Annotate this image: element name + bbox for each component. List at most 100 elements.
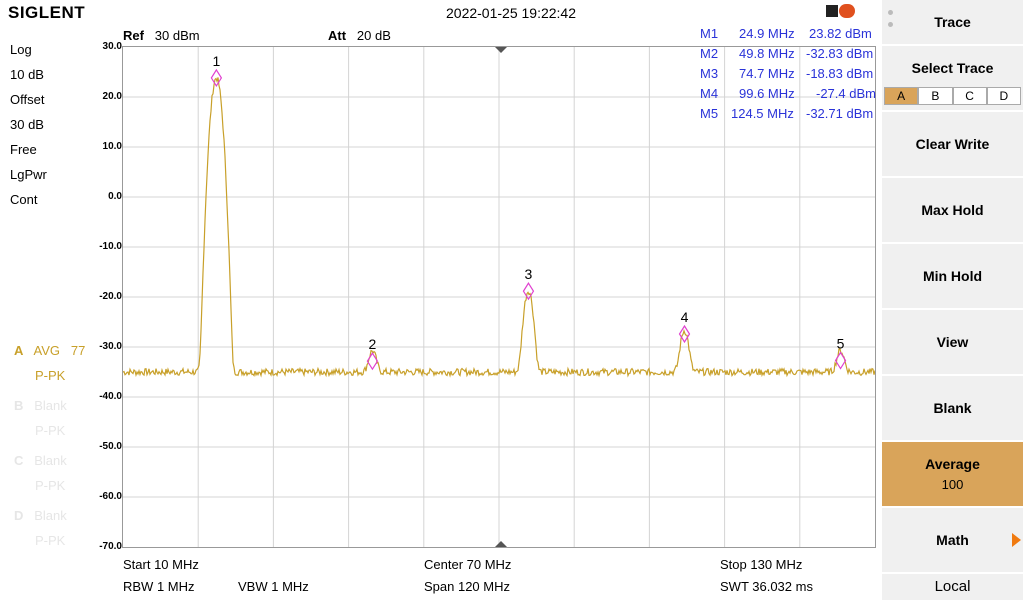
softkey-blank[interactable]: Blank [882,376,1023,442]
trace-a-id: A [14,343,24,358]
marker-row-m5[interactable]: M5 124.5 MHz -32.71 dBm [698,106,878,126]
marker-row-m3[interactable]: M3 74.7 MHz -18.83 dBm [698,66,878,86]
marker-diamond-icon[interactable] [210,68,223,88]
trace-b-mode: Blank [34,398,67,413]
trace-a-indicator: A AVG 77 [14,343,85,358]
softkey-label: Select Trace [911,60,994,76]
spectrum-display[interactable]: 1 2 3 4 5 [122,46,876,548]
marker-name: M3 [700,66,719,81]
y-tick-label: -10.0 [99,241,122,252]
softkey-max-hold[interactable]: Max Hold [882,178,1023,244]
softkey-trace-menu[interactable]: Trace [882,0,1023,46]
average-count: 100 [941,477,964,492]
softkey-clear-write[interactable]: Clear Write [882,112,1023,178]
center-freq[interactable]: Center 70 MHz [424,557,512,572]
softkey-label: View [936,334,969,350]
center-bottom-arrow-icon [495,541,507,547]
y-tick-label: -50.0 [99,441,122,452]
softkey-label: Average [925,456,980,472]
trace-c-det: P-PK [35,478,66,493]
marker-amp: -32.71 dBm [806,106,874,121]
trace-a-count: 77 [70,343,86,358]
stop-freq[interactable]: Stop 130 MHz [720,557,803,572]
usb-icon [839,4,855,18]
trace-d-id: D [14,508,24,523]
marker-freq: 99.6 MHz [739,86,795,101]
y-tick-label: 30.0 [102,41,122,52]
local-label: Local [934,578,971,595]
trace-tab-c[interactable]: C [952,87,987,105]
softkey-label: Max Hold [921,202,984,218]
trace-a-mode: AVG [33,343,61,358]
softkey-view[interactable]: View [882,310,1023,376]
marker-freq: 74.7 MHz [739,66,795,81]
marker-row-m1[interactable]: M1 24.9 MHz 23.82 dBm [698,26,878,46]
brand-logo: SIGLENT [8,3,86,22]
trace-b-id: B [14,398,24,413]
scale-params: Log 10 dB Offset 30 dB Free LgPwr Cont [10,42,47,217]
span[interactable]: Span 120 MHz [424,579,510,594]
y-tick-label: -20.0 [99,291,122,302]
marker-amp: 23.82 dBm [809,26,872,41]
softkey-label: Math [936,532,969,548]
vbw[interactable]: VBW 1 MHz [238,579,309,594]
marker-amp: -32.83 dBm [806,46,874,61]
avg-type: LgPwr [10,167,47,182]
marker-table: M1 24.9 MHz 23.82 dBm M2 49.8 MHz -32.83… [698,26,878,126]
status-bar: SIGLENT 2022-01-25 19:22:42 [0,0,880,24]
trace-d-det: P-PK [35,533,66,548]
marker-freq: 24.9 MHz [739,26,795,41]
marker-name: M4 [700,86,719,101]
y-tick-label: -70.0 [99,541,122,552]
grip-icon [888,22,893,27]
offset-value: 30 dB [10,117,44,132]
trace-d-mode: Blank [34,508,67,523]
ref-value: 30 dBm [154,28,200,43]
trace-selector: A B C D [884,87,1021,105]
marker-group: 1 2 3 4 5 [210,53,847,371]
softkey-math[interactable]: Math [882,508,1023,574]
marker-freq: 124.5 MHz [731,106,794,121]
marker-number: 2 [369,336,377,352]
trace-b-indicator: B Blank [14,398,67,413]
trigger-mode: Free [10,142,37,157]
trace-tab-a[interactable]: A [884,87,919,105]
softkey-label: Min Hold [922,268,983,284]
marker-number: 4 [681,309,689,325]
marker-number: 5 [837,336,845,352]
ref-level: Ref 30 dBm [123,28,200,43]
local-button[interactable]: Local [882,574,1023,600]
y-tick-label: 20.0 [102,91,122,102]
submenu-arrow-icon [1012,533,1021,547]
sweep-time[interactable]: SWT 36.032 ms [720,579,813,594]
marker-name: M2 [700,46,719,61]
softkey-label: Blank [933,400,972,416]
marker-diamond-icon[interactable] [522,282,535,301]
softkey-min-hold[interactable]: Min Hold [882,244,1023,310]
y-tick-label: 0.0 [108,191,122,202]
trace-c-indicator: C Blank [14,453,67,468]
marker-row-m4[interactable]: M4 99.6 MHz -27.4 dBm [698,86,878,106]
trace-b-det: P-PK [35,423,66,438]
rbw[interactable]: RBW 1 MHz [123,579,195,594]
marker-diamond-icon[interactable] [366,352,379,371]
marker-row-m2[interactable]: M2 49.8 MHz -32.83 dBm [698,46,878,66]
start-freq[interactable]: Start 10 MHz [123,557,199,572]
center-top-arrow-icon [495,47,507,53]
marker-diamond-icon[interactable] [678,324,691,344]
trace-tab-d[interactable]: D [986,87,1021,105]
grid [123,47,875,547]
offset-label: Offset [10,92,45,107]
trace-c-id: C [14,453,24,468]
marker-diamond-icon[interactable] [834,351,847,370]
spectrum-plot: 1 2 3 4 5 [123,47,875,547]
marker-name: M1 [700,26,719,41]
softkey-average[interactable]: Average 100 [882,442,1023,508]
marker-amp: -27.4 dBm [816,86,876,101]
att-value: 20 dB [356,28,391,43]
marker-freq: 49.8 MHz [739,46,795,61]
y-tick-label: -30.0 [99,341,122,352]
marker-amp: -18.83 dBm [806,66,874,81]
trace-tab-b[interactable]: B [918,87,953,105]
softkey-label: Clear Write [915,136,990,152]
